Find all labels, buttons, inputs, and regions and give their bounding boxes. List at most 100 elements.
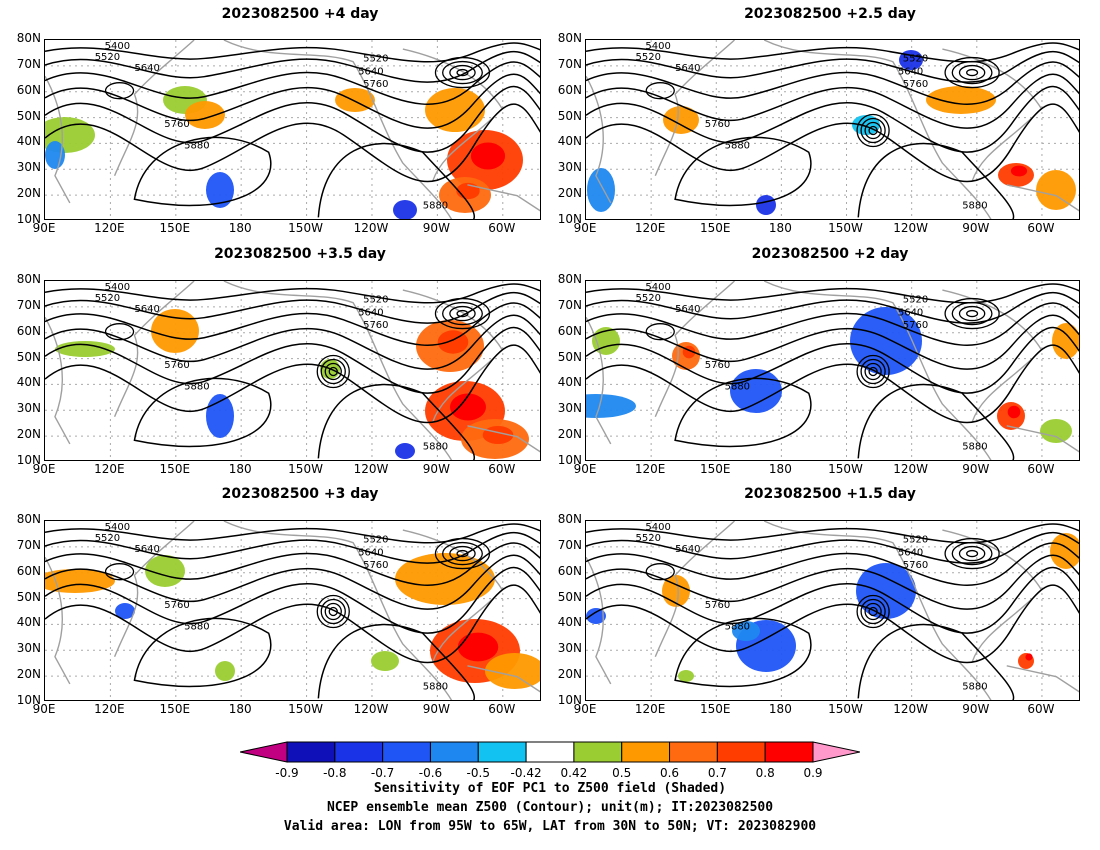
sensitivity-shading: [425, 88, 485, 132]
colorbar-tick-label: -0.8: [323, 766, 347, 780]
lat-label: 60N: [16, 323, 41, 338]
z500-contour: [586, 326, 1079, 394]
lon-label: 120E: [94, 702, 125, 716]
contour-label: 5760: [363, 320, 388, 331]
z500-contour: [45, 73, 540, 129]
z500-contour: [45, 523, 540, 544]
sensitivity-shading-core: [1010, 165, 1028, 177]
lat-label: 40N: [16, 375, 41, 390]
colorbar-tick-label: 0.42: [560, 766, 588, 780]
contour-label: 5880: [962, 200, 987, 211]
contour-label: 5880: [725, 382, 750, 393]
lon-label: 60W: [488, 221, 516, 235]
coastline: [223, 521, 453, 700]
coastline: [113, 40, 195, 177]
z500-contour: [45, 50, 540, 83]
lat-label: 50N: [557, 589, 582, 604]
lon-label: 150W: [828, 462, 863, 476]
lat-label: 10N: [557, 453, 582, 467]
coastline: [654, 521, 735, 658]
lon-label: 150W: [288, 702, 323, 716]
lat-label: 70N: [16, 56, 41, 71]
sensitivity-shading-core: [450, 393, 486, 421]
lon-label: 120E: [634, 462, 666, 476]
colorbar-segment: [334, 741, 384, 763]
lon-label: 90W: [422, 221, 450, 235]
lon-label: 180: [768, 462, 792, 476]
z500-contour: [586, 42, 1079, 63]
map-panel-p5: 5400 5520 5640 5760 5880 5880 5520 5640 5760: [44, 520, 541, 701]
z500-closed-contour: [868, 125, 878, 136]
z500-closed-contour: [442, 541, 483, 566]
colorbar-tick-label: 0.5: [612, 766, 632, 780]
sensitivity-shading: [1040, 419, 1072, 443]
lon-label: 150E: [700, 462, 731, 476]
contour-label: 5400: [105, 41, 130, 52]
sensitivity-shading-core: [457, 632, 499, 662]
colorbar-high-triangle: [812, 741, 860, 763]
lon-label: 90E: [573, 221, 597, 235]
coastline: [467, 665, 540, 693]
z500-contour: [133, 377, 272, 448]
contour-label: 5400: [105, 522, 130, 533]
z500-contour: [45, 554, 540, 610]
coastline: [1006, 665, 1079, 693]
lat-label: 30N: [16, 401, 41, 416]
z500-closed-contour: [856, 113, 890, 148]
z500-contour: [45, 302, 540, 346]
sensitivity-shading: [395, 553, 495, 605]
sensitivity-shading-core: [1007, 405, 1021, 419]
z500-closed-contour: [434, 56, 491, 89]
contour-label: 5760: [164, 119, 189, 130]
contour-label: 5520: [903, 535, 928, 546]
sensitivity-shading: [926, 86, 996, 114]
lat-label: 80N: [16, 512, 41, 526]
lon-label: 120E: [94, 462, 125, 476]
contour-label: 5640: [898, 66, 923, 77]
z500-closed-contour: [645, 323, 675, 341]
colorbar-tick-label: 0.8: [755, 766, 775, 780]
lon-label: 90E: [32, 702, 56, 716]
panel-title-p1: 2023082500 +4 day: [221, 6, 379, 22]
z500-contour: [674, 377, 812, 448]
z500-closed-contour: [328, 606, 338, 617]
colorbar-tick-label: 0.9: [803, 766, 823, 780]
coastline: [763, 521, 992, 700]
sensitivity-shading-core: [470, 142, 506, 170]
lat-label: 20N: [557, 427, 582, 442]
lat-label: 30N: [16, 160, 41, 175]
contour-label: 5520: [95, 293, 120, 304]
coastline: [654, 40, 735, 177]
lat-label: 40N: [16, 134, 41, 149]
colorbar-segment: [764, 741, 814, 763]
caption-line-1: Sensitivity of EOF PC1 to Z500 field (Sh…: [373, 781, 727, 796]
z500-contour: [857, 623, 1015, 700]
lat-label: 40N: [16, 615, 41, 630]
z500-contour: [586, 344, 1079, 424]
z500-contour: [586, 314, 1079, 370]
colorbar-tick-label: -0.7: [370, 766, 395, 780]
panel-title-p5: 2023082500 +3 day: [221, 486, 379, 502]
z500-closed-contour: [966, 68, 979, 77]
z500-closed-contour: [944, 297, 1000, 330]
colorbar-segment: [716, 741, 766, 763]
contour-label: 5520: [95, 533, 120, 544]
lat-label: 70N: [557, 56, 582, 71]
coastline: [467, 425, 540, 453]
colorbar-segment: [669, 741, 718, 763]
map-panel-p6: 5400 5520 5640 5760 5880 5880 5520 5640 5760: [585, 520, 1080, 701]
colorbar-tick-label: -0.42: [510, 766, 542, 780]
coastline: [763, 281, 992, 460]
lat-label: 70N: [16, 297, 41, 312]
contour-label: 5760: [903, 320, 928, 331]
lat-label: 10N: [557, 693, 582, 707]
lon-label: 60W: [1027, 462, 1055, 476]
lon-label: 180: [768, 702, 792, 716]
z500-closed-contour: [456, 309, 469, 318]
lat-label: 80N: [557, 272, 582, 286]
sensitivity-shading: [899, 50, 923, 70]
